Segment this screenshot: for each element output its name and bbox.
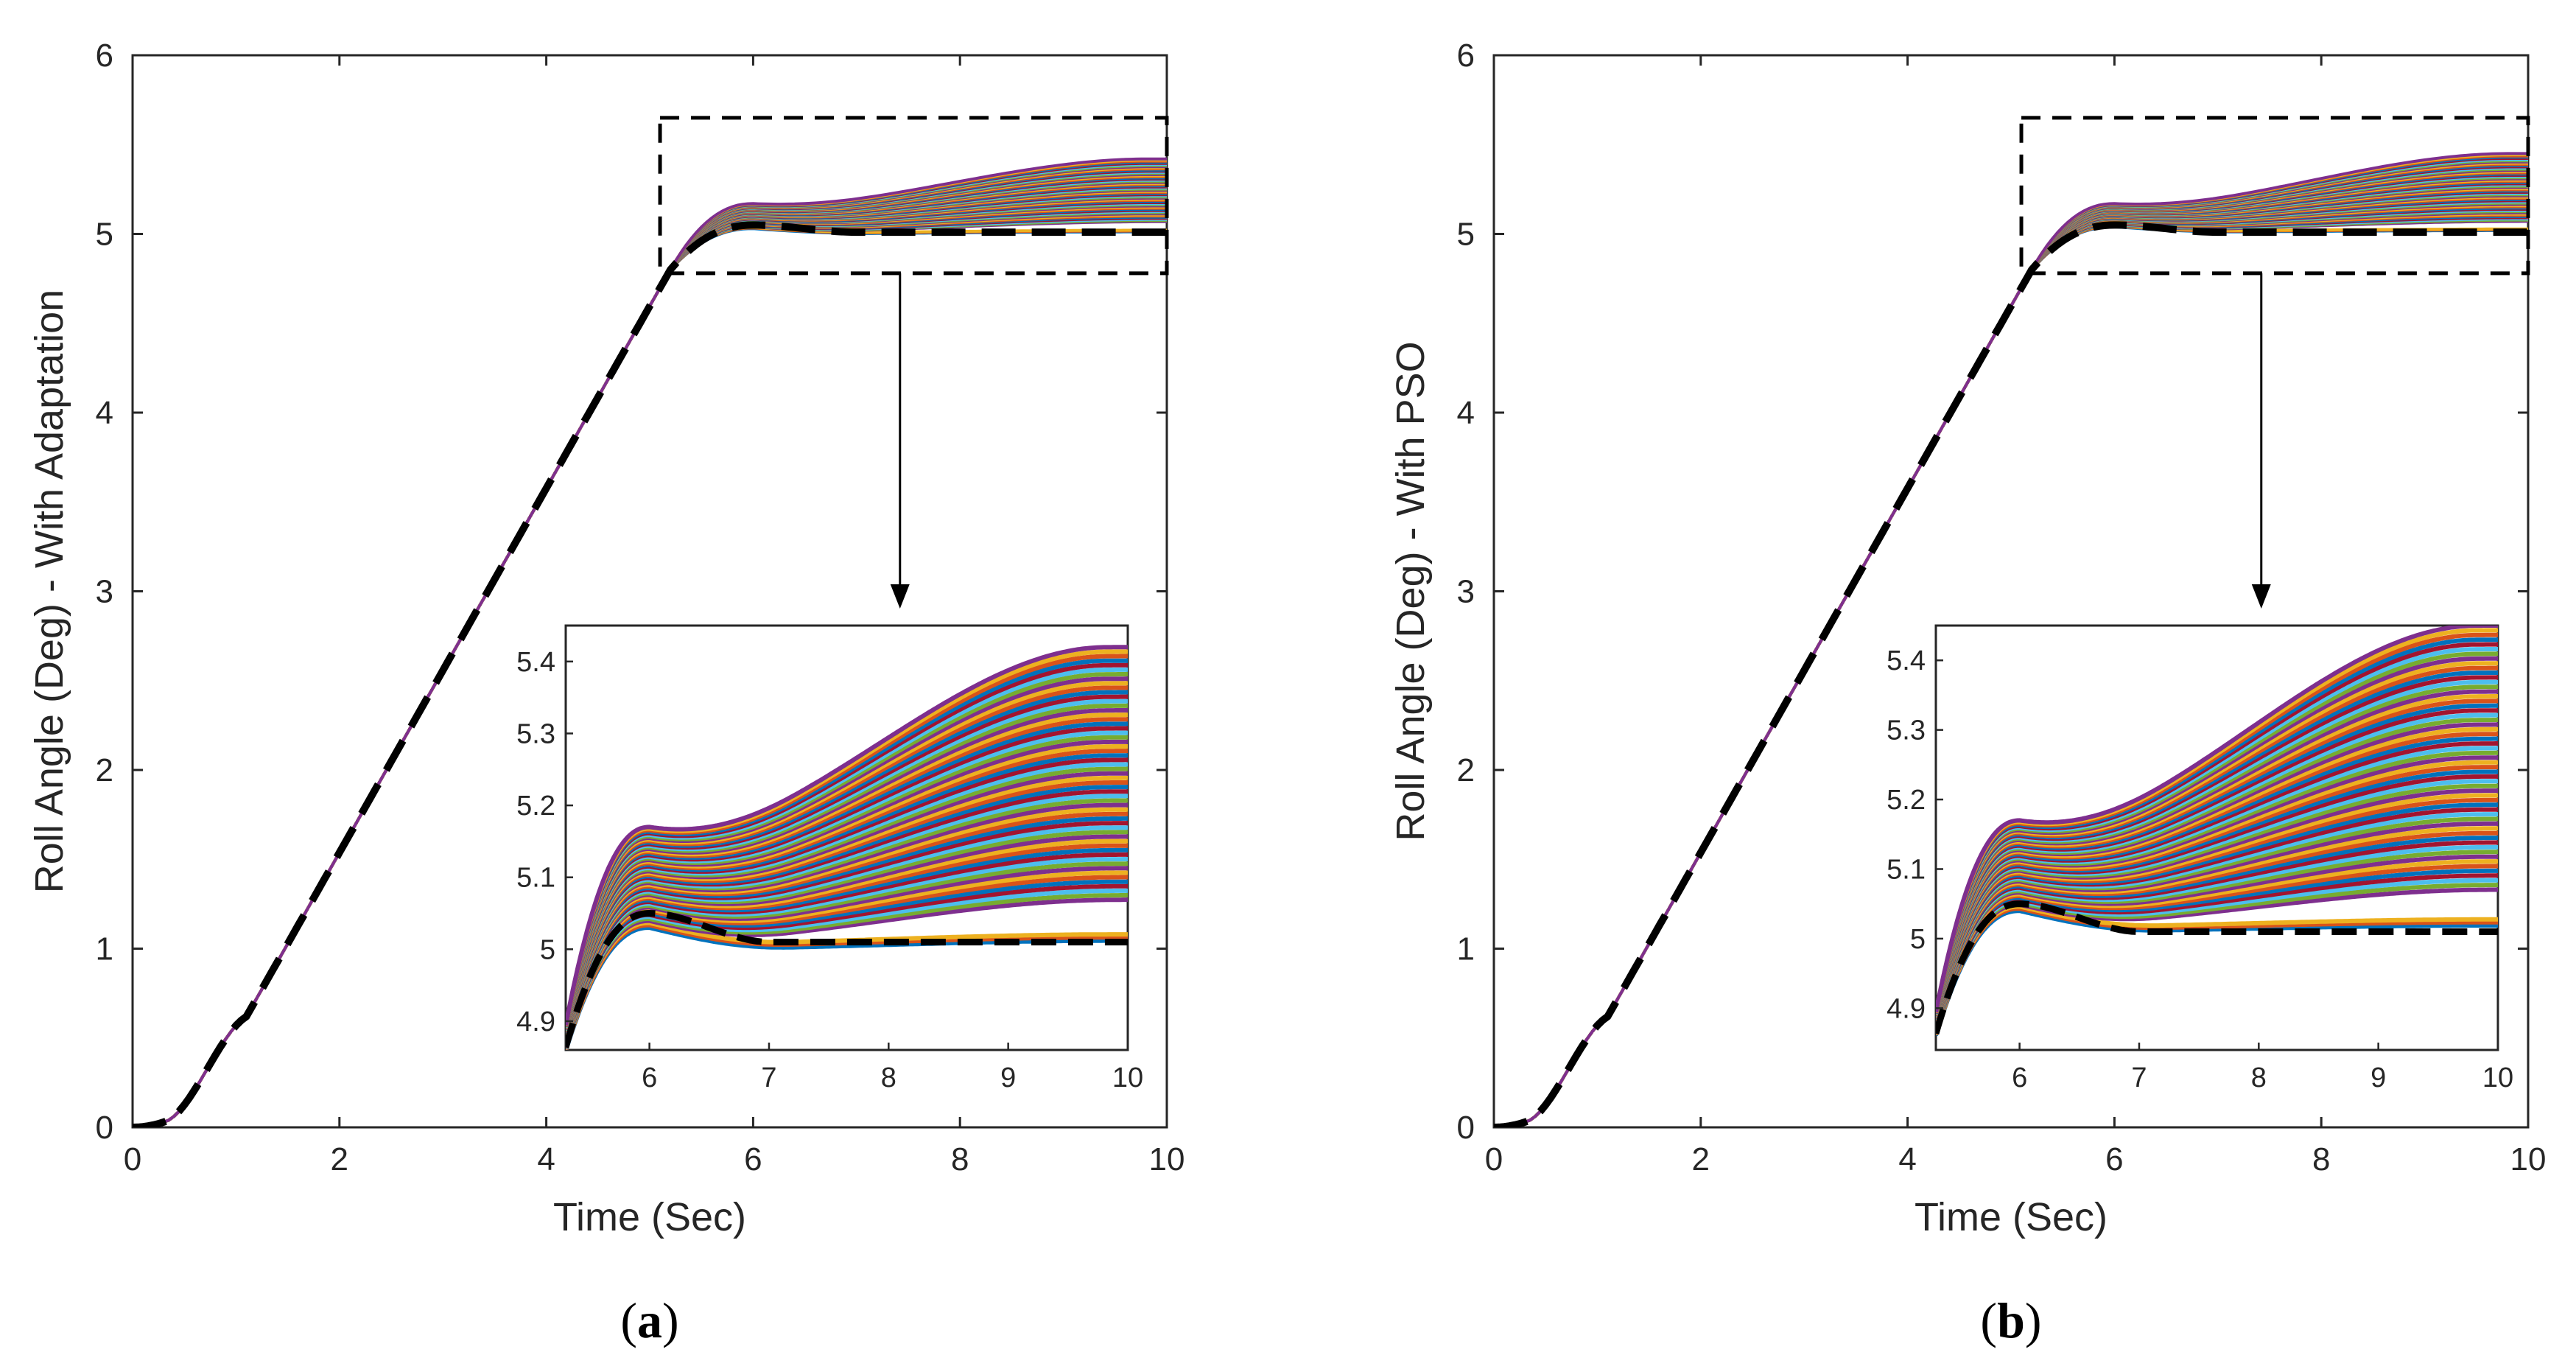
panel-letter: a	[637, 1292, 662, 1348]
x-tick-label: 4	[1898, 1141, 1916, 1177]
x-tick-label: 8	[951, 1141, 969, 1177]
inset-series-group	[1936, 626, 2498, 1036]
panel-letter: b	[1997, 1292, 2025, 1348]
inset-series-line	[566, 645, 1128, 1026]
inset-x-tick-label: 10	[2482, 1062, 2513, 1093]
x-tick-label: 0	[1485, 1141, 1503, 1177]
x-tick-label: 4	[537, 1141, 555, 1177]
y-axis-label: Roll Angle (Deg) - With PSO	[1389, 341, 1433, 841]
inset-y-tick-label: 5.1	[1887, 854, 1926, 885]
zoom-box	[658, 116, 1169, 276]
x-tick-label: 2	[331, 1141, 348, 1177]
y-tick-label: 3	[1457, 574, 1475, 610]
inset-x-tick-label: 9	[1000, 1062, 1016, 1093]
x-tick-label: 10	[1149, 1141, 1185, 1177]
y-tick-label: 2	[1457, 752, 1475, 788]
reference-line	[1494, 221, 2528, 1127]
inset-y-tick-label: 5.2	[1887, 785, 1926, 816]
inset-x-tick-label: 7	[761, 1062, 776, 1093]
x-tick-label: 6	[744, 1141, 762, 1177]
y-tick-label: 6	[1457, 38, 1475, 74]
x-axis-label: Time (Sec)	[553, 1195, 746, 1239]
inset-chart: 6 7 8 9 10 4.9 5 5.1 5.2 5.3 5.4	[516, 624, 1143, 1093]
zoom-box	[2019, 116, 2530, 276]
series-group	[133, 157, 1167, 1127]
y-tick-label: 5	[1457, 217, 1475, 253]
inset-y-tick-label: 5.3	[1887, 715, 1926, 746]
chart-panel-b: 0 2 4 6 8 10 0 1 2 3 4 5 6 Time (Sec) Roll Angle (Deg)…	[1389, 38, 2546, 1348]
inset-x-tick-label: 9	[2370, 1062, 2386, 1093]
chart-panel-a: 0 2 4 6 8 10 0 1 2 3 4 5 6 Time (Sec) Roll Angle (Deg)…	[27, 38, 1185, 1348]
inset-series-line	[1936, 908, 2498, 1036]
y-tick-label: 3	[96, 574, 113, 610]
inset-series-group	[566, 645, 1128, 1050]
inset-y-tick-label: 5.3	[516, 718, 555, 749]
zoom-arrow-head	[2251, 584, 2271, 609]
y-tick-label: 6	[96, 38, 113, 74]
inset-x-tick-label: 10	[1112, 1062, 1143, 1093]
inset-y-tick-label: 5.2	[516, 791, 555, 822]
y-tick-label: 1	[1457, 931, 1475, 967]
inset-x-tick-label: 7	[2131, 1062, 2147, 1093]
inset-y-tick-label: 4.9	[1887, 993, 1926, 1024]
x-tick-label: 2	[1692, 1141, 1710, 1177]
x-axis-label: Time (Sec)	[1915, 1195, 2108, 1239]
zoom-arrow-head	[890, 584, 910, 609]
y-tick-label: 5	[96, 217, 113, 253]
panel-label: (b)	[1980, 1292, 2041, 1348]
inset-y-tick-label: 4.9	[516, 1006, 555, 1037]
inset-y-tick-label: 5	[1910, 924, 1926, 955]
y-tick-label: 0	[1457, 1110, 1475, 1146]
inset-x-tick-label: 8	[2251, 1062, 2267, 1093]
inset-reference-line	[566, 909, 1128, 1048]
y-tick-label: 4	[1457, 395, 1475, 431]
inset-x-tick-label: 6	[642, 1062, 657, 1093]
inset-x-tick-label: 6	[2012, 1062, 2027, 1093]
x-tick-label: 6	[2105, 1141, 2123, 1177]
x-tick-label: 0	[124, 1141, 141, 1177]
panel-label: (a)	[620, 1292, 678, 1348]
x-tick-label: 10	[2510, 1141, 2547, 1177]
y-tick-label: 0	[96, 1110, 113, 1146]
series-group	[1494, 152, 2528, 1127]
inset-x-tick-label: 8	[881, 1062, 896, 1093]
reference-line	[133, 221, 1167, 1127]
x-tick-label: 8	[2312, 1141, 2330, 1177]
inset-y-tick-label: 5	[540, 934, 555, 965]
y-tick-label: 2	[96, 752, 113, 788]
inset-y-tick-label: 5.4	[516, 647, 555, 678]
inset-y-tick-label: 5.4	[1887, 645, 1926, 676]
inset-y-tick-label: 5.1	[516, 863, 555, 894]
inset-series-line	[1936, 626, 2498, 1013]
inset-chart: 6 7 8 9 10 4.9 5 5.1 5.2 5.3 5.4	[1887, 624, 2513, 1093]
y-tick-label: 1	[96, 931, 113, 967]
y-axis-label: Roll Angle (Deg) - With Adaptation	[27, 290, 71, 893]
y-tick-label: 4	[96, 395, 113, 431]
